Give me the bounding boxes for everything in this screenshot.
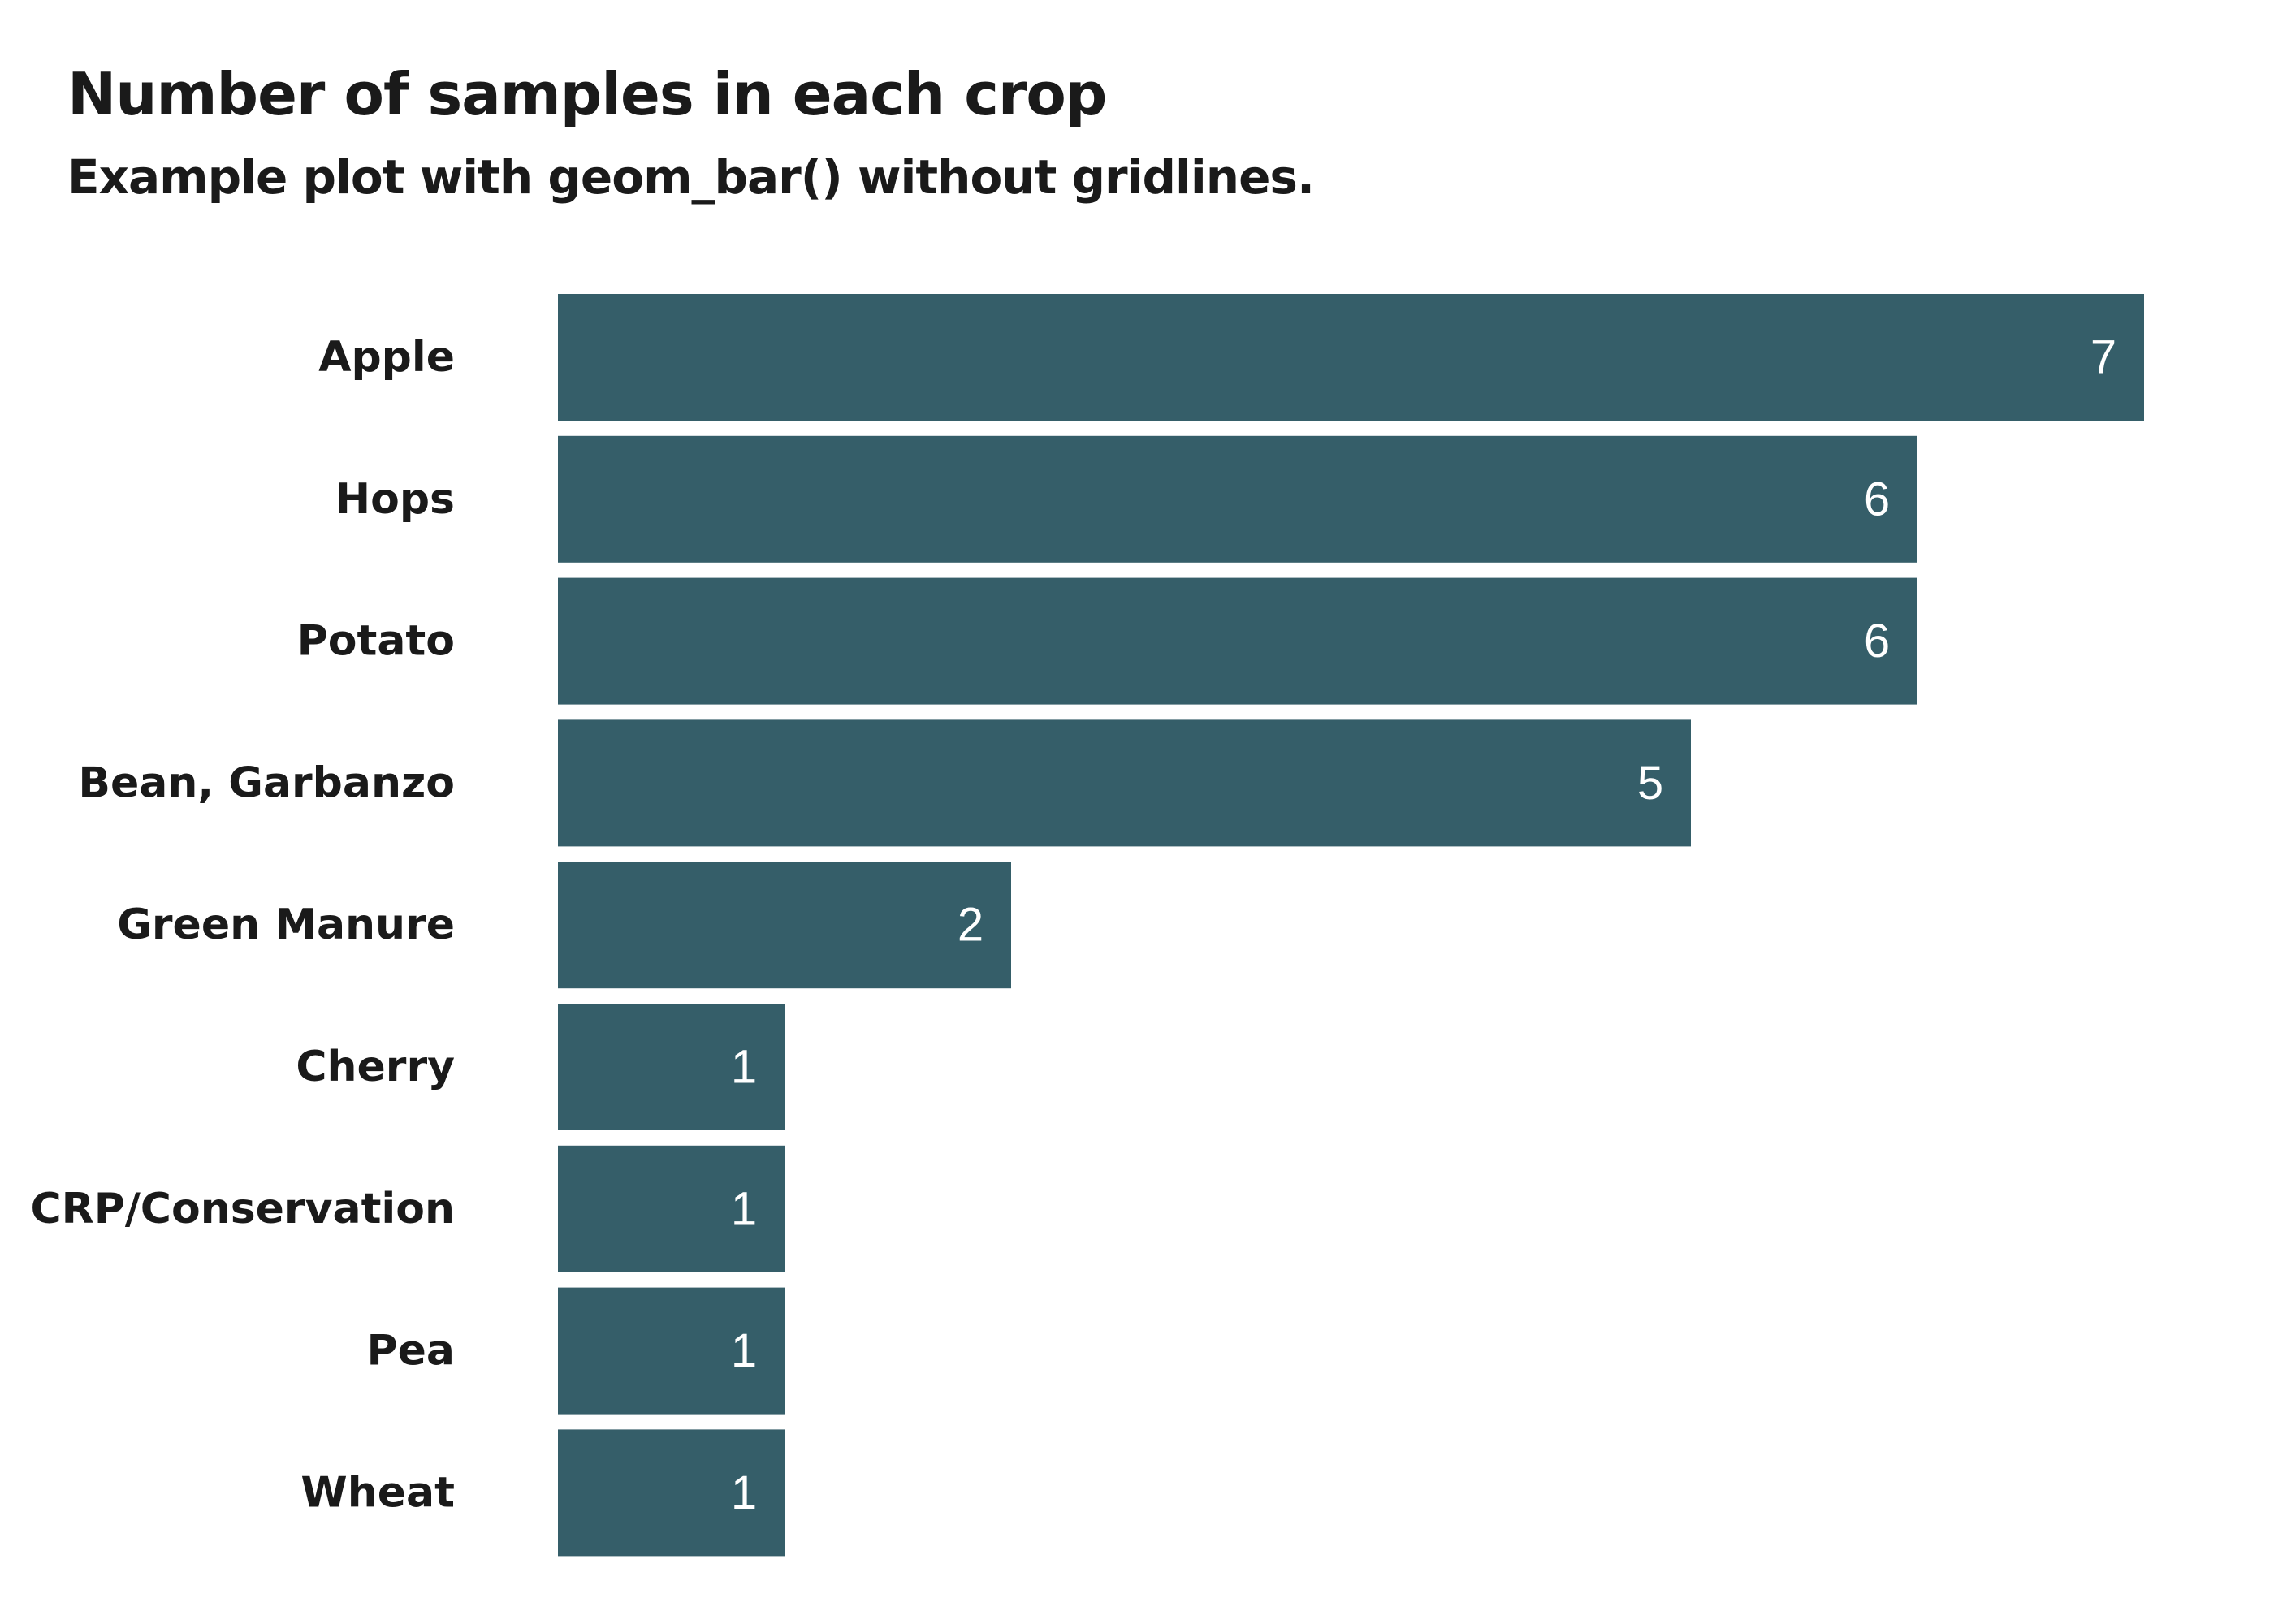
value-labels: 7 6 6 5 2 1 1 1 1 (731, 331, 2116, 1519)
data-label: 7 (2090, 331, 2116, 384)
category-label: Wheat (300, 1468, 455, 1517)
category-label: Potato (297, 617, 455, 666)
data-label: 6 (1864, 473, 1890, 525)
bar-potato (558, 577, 1917, 705)
data-label: 1 (731, 1324, 757, 1377)
bar-cherry (558, 1004, 785, 1130)
category-label: Green Manure (117, 901, 455, 949)
data-label: 5 (1637, 757, 1663, 810)
bar-pea (558, 1287, 785, 1415)
bars-layer (558, 294, 2144, 1557)
data-label: 1 (731, 1041, 757, 1094)
category-label: Pea (367, 1327, 455, 1376)
chart-title: Number of samples in each crop (67, 60, 1107, 128)
data-label: 2 (958, 899, 984, 952)
category-label: Apple (318, 333, 455, 382)
bar-apple (558, 294, 2144, 421)
bar-green-manure (558, 862, 1011, 989)
data-label: 1 (731, 1466, 757, 1519)
category-label: Bean, Garbanzo (78, 758, 455, 807)
bar-hops (558, 435, 1917, 563)
chart-subtitle: Example plot with geom_bar() without gri… (67, 149, 1315, 205)
category-label: Cherry (296, 1043, 455, 1091)
bar-wheat (558, 1429, 785, 1557)
category-label: Hops (335, 475, 455, 524)
bar-bean-garbanzo (558, 719, 1691, 847)
bar-crp-conservation (558, 1145, 785, 1272)
category-labels: Apple Hops Potato Bean, Garbanzo Green Manur… (31, 333, 456, 1517)
category-label: CRP/Conservation (31, 1185, 456, 1233)
data-label: 6 (1864, 615, 1890, 667)
data-label: 1 (731, 1182, 757, 1235)
